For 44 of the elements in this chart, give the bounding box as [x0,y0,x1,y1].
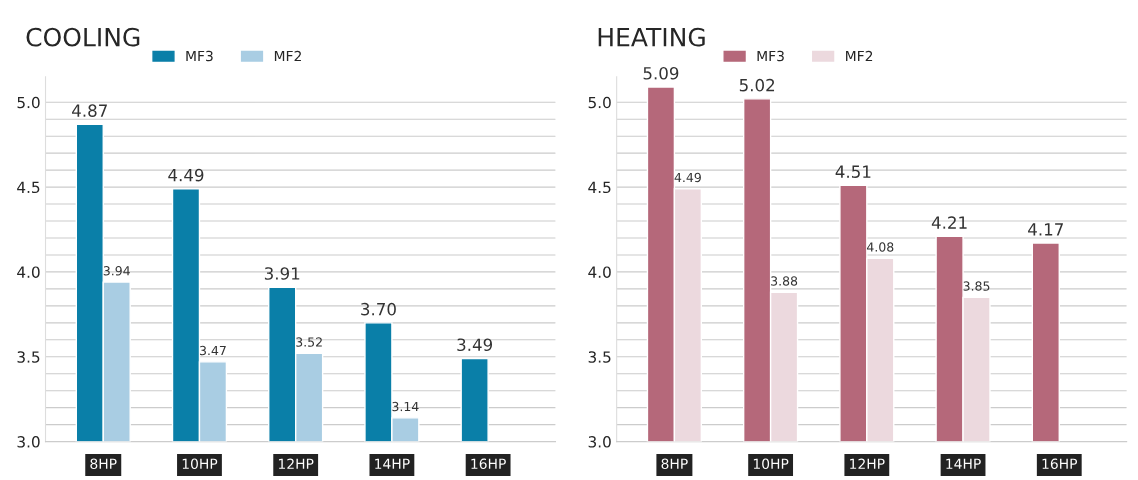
data-label: 3.91 [264,267,300,280]
y-tick-label: 4.0 [588,266,611,278]
data-label: 4.17 [1028,223,1063,236]
y-tick-label: 3.0 [588,436,611,448]
x-tick-label: 14HP [375,458,410,469]
data-label: 4.08 [867,242,894,252]
data-label: 3.88 [771,276,798,286]
data-label: 3.47 [199,345,226,356]
data-label: 3.49 [457,338,493,352]
x-tick-label: 12HP [850,458,885,469]
data-label: 5.09 [643,66,679,80]
y-tick-label: 5.0 [588,96,611,109]
data-label: 3.94 [103,266,130,276]
x-tick-label: 10HP [753,458,789,470]
data-label: 5.02 [739,78,775,92]
y-tick-label: 5.0 [17,96,40,109]
x-tick-label: 8HP [661,458,688,470]
chart-title: HEATING [598,27,705,47]
data-label: 4.49 [674,172,701,183]
x-tick-label: 14HP [946,458,981,469]
x-tick-label: 8HP [90,458,117,470]
x-tick-label: 12HP [278,458,314,469]
data-label: 3.14 [392,401,419,412]
data-label: 3.52 [296,337,322,347]
y-tick-label: 3.5 [588,351,611,363]
legend-label: MF3 [186,50,213,62]
data-label: 4.49 [168,168,204,182]
data-label: 4.51 [835,165,871,178]
data-label: 3.85 [963,281,990,291]
data-label: 4.87 [72,104,107,117]
legend-label: MF3 [757,50,784,62]
legend-label: MF2 [846,50,873,62]
y-tick-label: 4.5 [17,181,40,194]
chart-title: COOLING [26,27,140,47]
x-tick-label: 16HP [1042,458,1078,470]
y-tick-label: 3.5 [17,351,40,363]
legend-label: MF2 [274,50,301,62]
x-tick-label: 16HP [471,458,506,470]
y-tick-label: 3.0 [17,436,40,448]
y-tick-label: 4.0 [17,266,40,278]
x-tick-label: 10HP [182,458,218,470]
data-label: 4.21 [931,216,967,229]
y-tick-label: 4.5 [588,181,611,194]
data-label: 3.70 [361,302,396,316]
